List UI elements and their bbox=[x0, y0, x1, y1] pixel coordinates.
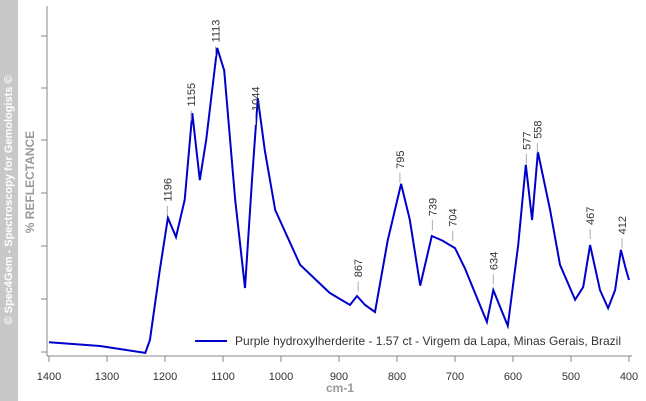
x-tick-label: 1200 bbox=[153, 371, 177, 383]
side-text: © Spec4Gem - Spectroscopy for Gemologist… bbox=[3, 75, 15, 324]
peak-label: 1113 bbox=[210, 20, 222, 43]
peak-label: 634 bbox=[488, 252, 500, 270]
peak-label: 739 bbox=[427, 198, 439, 216]
x-tick-label: 700 bbox=[446, 371, 464, 383]
legend: Purple hydroxylherderite - 1.57 ct - Vir… bbox=[189, 332, 627, 352]
x-tick-label: 800 bbox=[388, 371, 406, 383]
peak-label: 577 bbox=[521, 132, 533, 150]
x-tick-label: 600 bbox=[504, 371, 522, 383]
peak-label: 795 bbox=[395, 150, 407, 168]
peak-label: 558 bbox=[532, 120, 544, 138]
x-tick-label: 1100 bbox=[211, 371, 235, 383]
legend-box bbox=[189, 332, 627, 352]
peak-label: 467 bbox=[585, 207, 597, 225]
peak-label: 1044 bbox=[250, 86, 262, 110]
x-tick-label: 1000 bbox=[269, 371, 293, 383]
side-band bbox=[0, 0, 18, 401]
peak-label: 704 bbox=[448, 208, 460, 226]
y-axis-label: % REFLECTANCE bbox=[23, 131, 37, 233]
peak-label: 867 bbox=[353, 259, 365, 277]
peak-label: 1155 bbox=[186, 83, 198, 107]
peak-label: 412 bbox=[617, 216, 629, 234]
spectrum-line bbox=[48, 47, 630, 355]
x-tick-label: 400 bbox=[620, 371, 638, 383]
x-tick-label: 1400 bbox=[37, 371, 61, 383]
x-axis-label: cm-1 bbox=[326, 381, 354, 395]
legend-label: Purple hydroxylherderite - 1.57 ct - Vir… bbox=[235, 334, 621, 348]
x-tick-label: 900 bbox=[330, 371, 348, 383]
peak-label: 1196 bbox=[162, 178, 174, 202]
x-tick-label: 500 bbox=[562, 371, 580, 383]
x-tick-label: 1300 bbox=[95, 371, 119, 383]
